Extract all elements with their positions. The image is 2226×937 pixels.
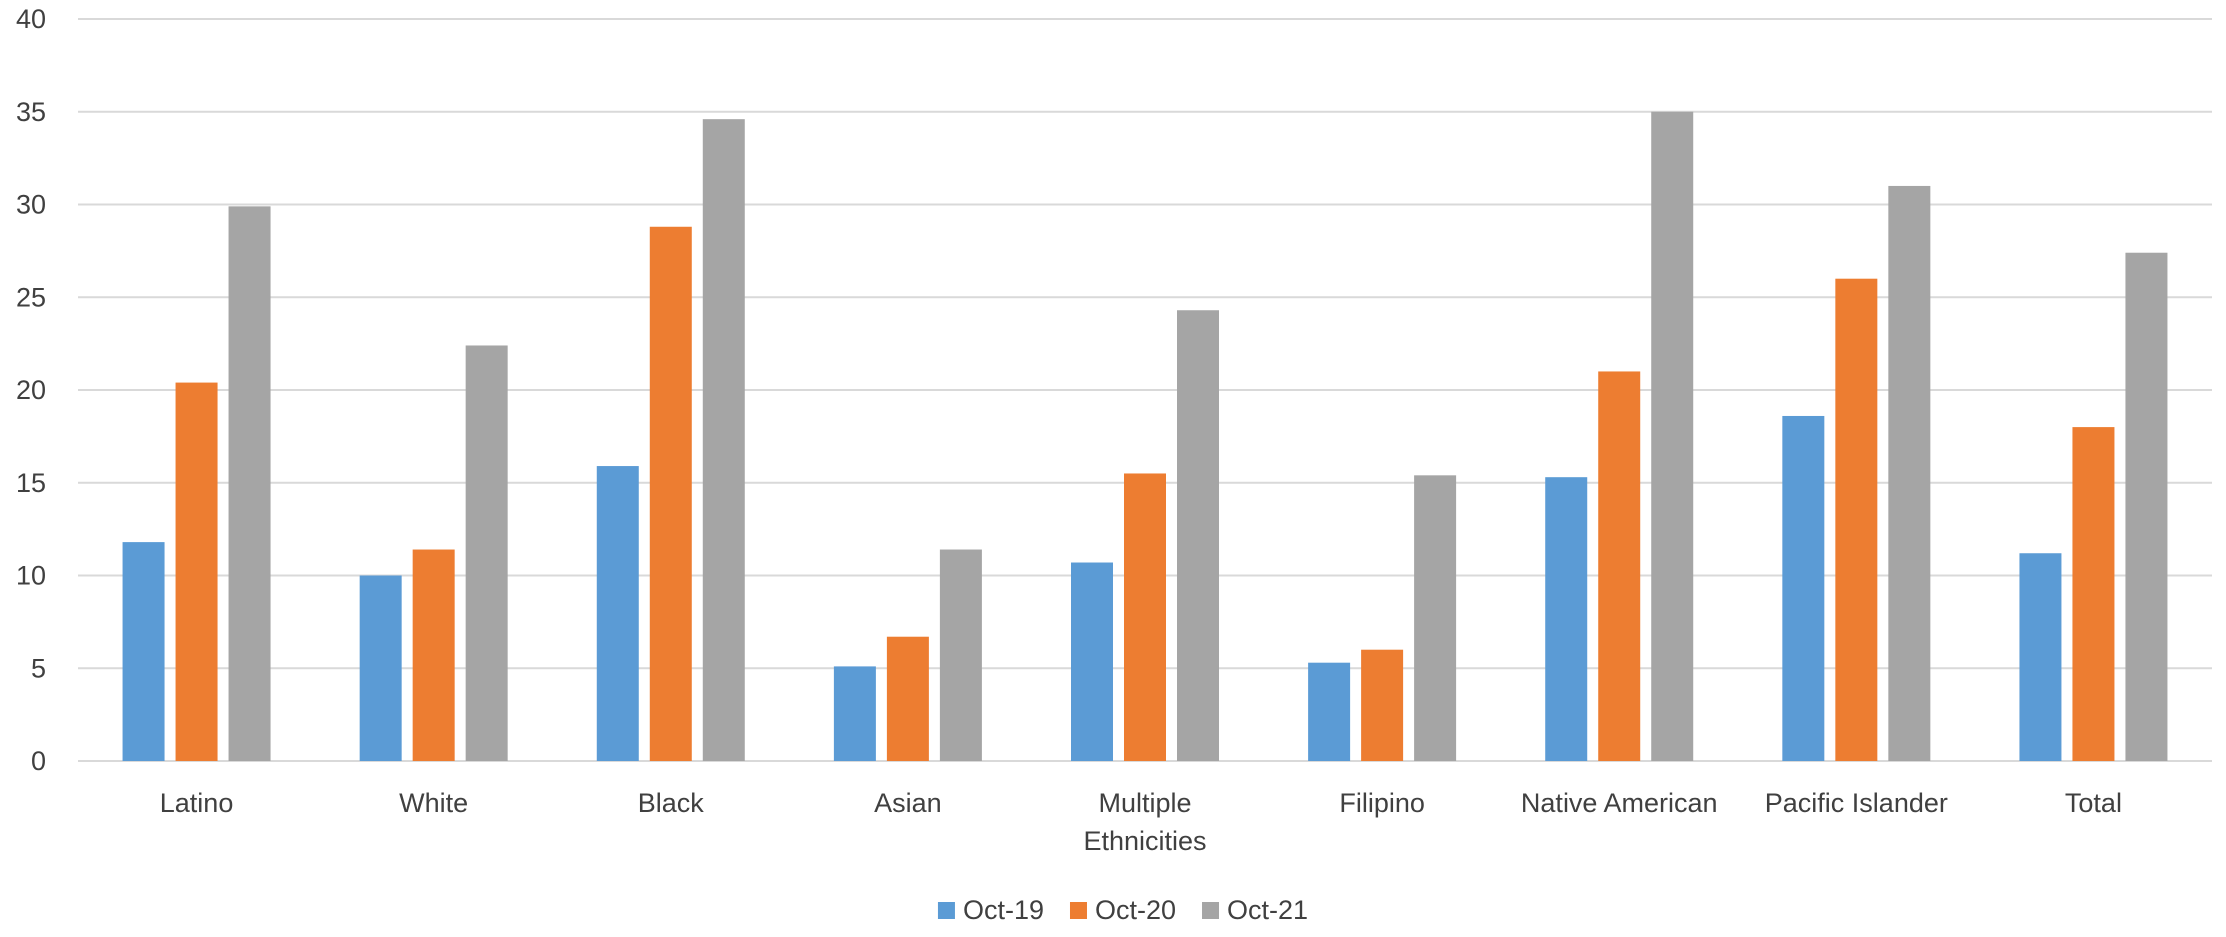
bar xyxy=(175,382,218,761)
bar xyxy=(702,119,745,762)
bar xyxy=(1308,662,1351,761)
bar xyxy=(122,542,165,761)
y-tick-label: 35 xyxy=(16,97,46,127)
bar xyxy=(465,345,508,761)
bar xyxy=(1888,185,1931,761)
y-tick-label: 15 xyxy=(16,468,46,498)
x-tick-label: Multiple xyxy=(1098,788,1191,818)
bar xyxy=(2072,427,2115,761)
x-tick-label: White xyxy=(399,788,468,818)
bar xyxy=(833,666,876,761)
bar xyxy=(1071,562,1113,761)
bar xyxy=(2019,553,2062,761)
y-tick-label: 0 xyxy=(31,746,46,776)
legend-swatch xyxy=(937,902,955,919)
bar xyxy=(1598,371,1641,761)
x-tick-label: Ethnicities xyxy=(1083,826,1206,856)
bars xyxy=(122,111,2168,762)
bar xyxy=(939,549,982,761)
y-tick-label: 20 xyxy=(16,375,46,405)
bar xyxy=(228,206,271,762)
y-axis-tick-labels: 0 5 10 15 20 25 30 35 40 xyxy=(16,4,46,776)
legend-swatch xyxy=(1069,902,1087,919)
bar xyxy=(649,226,692,761)
bar xyxy=(359,575,402,761)
x-tick-label: Filipino xyxy=(1339,788,1425,818)
y-tick-label: 10 xyxy=(16,561,46,591)
legend-label: Oct-20 xyxy=(1095,895,1176,925)
legend-label: Oct-21 xyxy=(1227,895,1308,925)
x-tick-label: Pacific Islander xyxy=(1765,788,1948,818)
x-tick-label: Total xyxy=(2065,788,2122,818)
bar xyxy=(1651,111,1694,761)
bar xyxy=(1414,475,1457,761)
x-tick-label: Latino xyxy=(160,788,234,818)
bar xyxy=(886,636,929,761)
bar xyxy=(2125,252,2168,762)
x-tick-label: Asian xyxy=(874,788,942,818)
y-tick-label: 25 xyxy=(16,282,46,312)
y-tick-label: 30 xyxy=(16,190,46,220)
bar xyxy=(1124,473,1166,761)
x-axis-category-labels: Latino White Black Asian Multiple Ethnicities… xyxy=(160,788,2122,856)
bar xyxy=(1177,310,1219,761)
bar xyxy=(1782,415,1825,761)
x-tick-label: Native American xyxy=(1521,788,1718,818)
bar xyxy=(1545,477,1588,761)
bar xyxy=(1361,649,1404,761)
x-tick-label: Black xyxy=(638,788,705,818)
bar xyxy=(1835,278,1878,761)
legend-label: Oct-19 xyxy=(963,895,1044,925)
y-tick-label: 5 xyxy=(31,653,46,683)
legend: Oct-19 Oct-20 Oct-21 xyxy=(937,895,1308,925)
legend-swatch xyxy=(1202,902,1220,919)
bar xyxy=(596,466,639,761)
bar xyxy=(412,549,455,761)
y-tick-label: 40 xyxy=(16,4,46,34)
